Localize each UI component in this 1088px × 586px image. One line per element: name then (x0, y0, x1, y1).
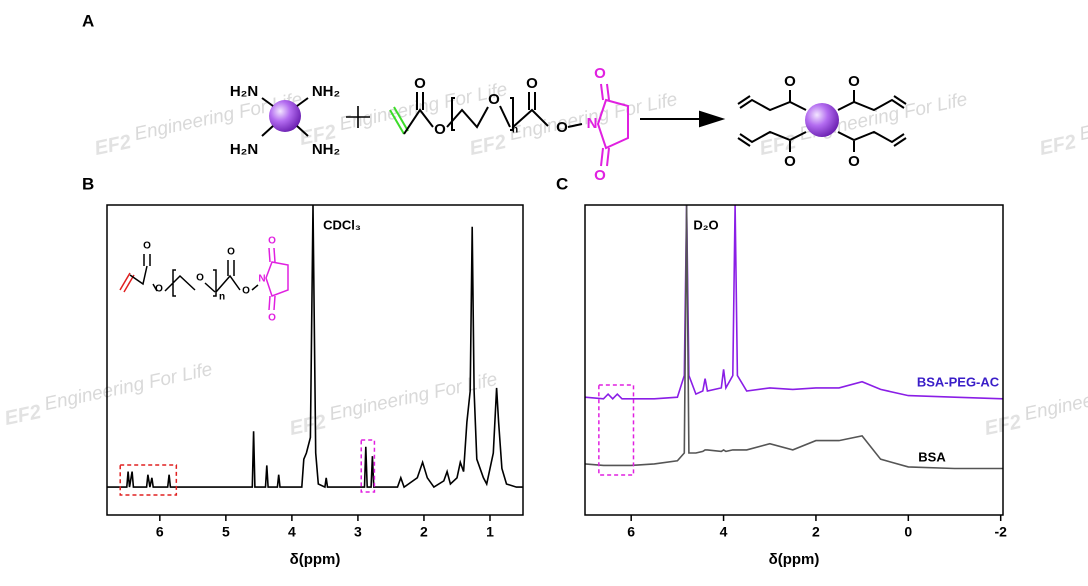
atom-label: O (784, 153, 796, 170)
watermark-logo: EF2 (93, 131, 133, 160)
spectrum-line (585, 205, 1003, 470)
atom-label: NH₂ (312, 83, 340, 100)
plot-frame (106, 204, 524, 516)
inset-bonds (119, 247, 289, 311)
atom-label: O (227, 247, 235, 258)
atom-label: O (268, 236, 276, 247)
highlight-box (360, 439, 376, 493)
highlight-box (119, 464, 178, 496)
x-tick-label: 3 (354, 524, 362, 540)
atom-label: O (594, 167, 606, 184)
watermark-logo: EF2 (288, 411, 328, 440)
x-tick-label: 4 (720, 524, 728, 540)
atom-label: N (258, 274, 265, 285)
watermark-text: Engineering For Life (1023, 369, 1088, 425)
series-label: BSA-PEG-AC (917, 374, 1000, 389)
atom-label: O (556, 119, 568, 136)
atom-label: O (196, 273, 204, 284)
panel-label: C (556, 174, 568, 193)
x-tick-label: 6 (156, 524, 164, 540)
watermark-logo: EF2 (3, 401, 43, 430)
atom-label: O (594, 65, 606, 82)
watermark-text: Engineering For Life (1078, 89, 1088, 145)
product-sphere (805, 103, 839, 137)
x-tick-label: 2 (420, 524, 428, 540)
panel-label: B (82, 174, 94, 193)
scheme-bonds (261, 83, 907, 167)
plot-frame (584, 204, 1004, 516)
highlight-box (598, 384, 635, 476)
x-tick-label: 1 (486, 524, 494, 540)
watermark-text: Engineering For Life (43, 359, 215, 415)
atom-label: n (219, 292, 225, 303)
x-axis-label: δ(ppm) (290, 551, 341, 568)
annotation: CDCl₃ (323, 217, 361, 232)
x-tick-label: 4 (288, 524, 296, 540)
atom-label: O (434, 121, 446, 138)
x-tick-label: -2 (994, 524, 1007, 540)
annotation: D₂O (693, 217, 718, 232)
x-tick-label: 2 (812, 524, 820, 540)
panel-label: A (82, 11, 94, 30)
spectrum-line (585, 205, 1003, 400)
x-tick-label: 0 (904, 524, 912, 540)
plot (107, 205, 523, 489)
x-axis-label: δ(ppm) (769, 551, 820, 568)
atom-label: O (155, 284, 163, 295)
watermark-logo: EF2 (1038, 131, 1078, 160)
x-tick-label: 5 (222, 524, 230, 540)
atom-label: O (242, 286, 250, 297)
atom-label: O (143, 241, 151, 252)
charts: B 6 5 4 3 2 1 δ(ppm) CDCl₃ C BSA-PEG-AC BSA 6 4 2 0 -2 δ(… (82, 174, 1007, 567)
atom-label: O (848, 153, 860, 170)
core-sphere (269, 100, 301, 132)
series-label: BSA (918, 449, 946, 464)
atom-label: O (784, 73, 796, 90)
atom-label: N (587, 115, 598, 132)
plot (585, 205, 1003, 470)
atom-label: H₂N (230, 83, 258, 100)
watermark-logo: EF2 (468, 131, 508, 160)
atom-label: O (488, 91, 500, 108)
atom-label: n (512, 125, 518, 136)
atom-label: H₂N (230, 141, 258, 158)
atom-label: O (268, 313, 276, 324)
spectrum-line (107, 205, 523, 489)
atom-label: NH₂ (312, 141, 340, 158)
atom-label: O (526, 75, 538, 92)
atom-label: O (414, 75, 426, 92)
atom-label: O (848, 73, 860, 90)
x-tick-label: 6 (627, 524, 635, 540)
